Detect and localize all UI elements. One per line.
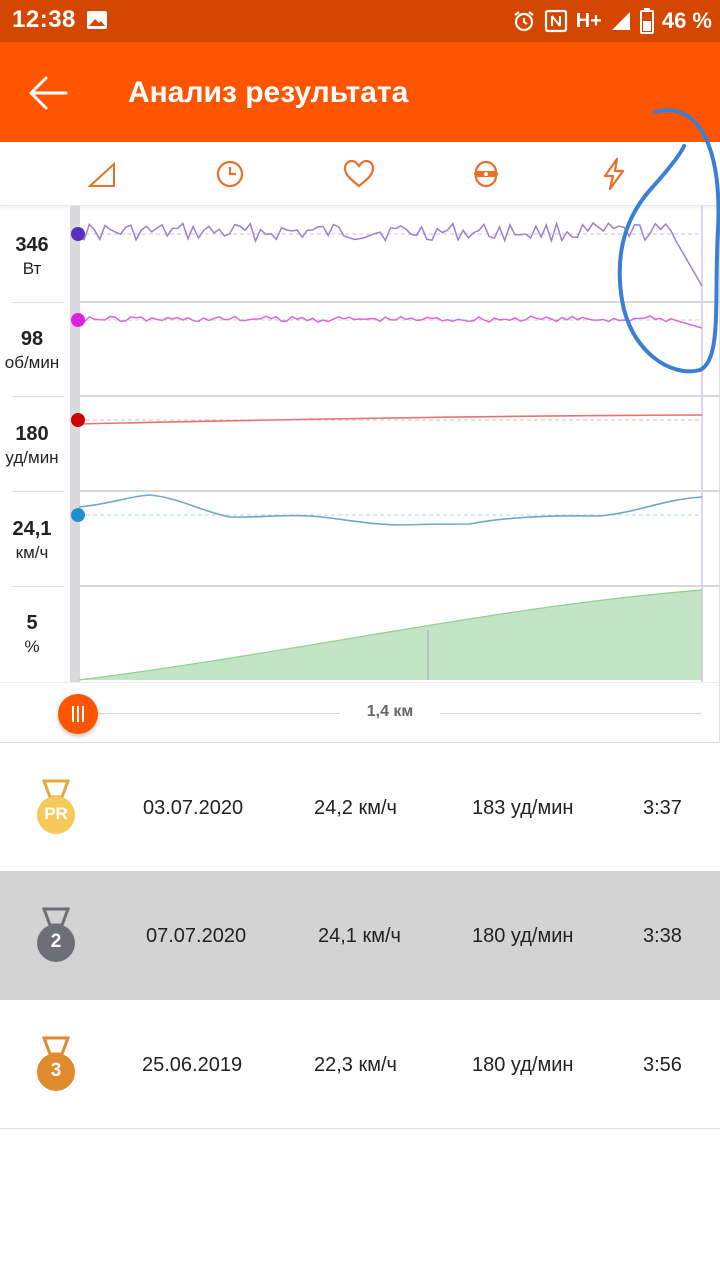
result-date: 03.07.2020 [143,797,244,819]
cadence-icon[interactable] [468,156,504,192]
range-left-band [70,206,80,682]
chart-canvas[interactable] [0,206,720,682]
result-date: 07.07.2020 [146,925,247,947]
speed-marker-dot [71,508,85,522]
result-row-2[interactable]: 2 07.07.2020 24,1 км/ч 180 уд/мин 3:38 [0,871,720,1000]
analysis-chart[interactable]: 346 Вт 98 об/мин 180 уд/мин 24,1 км/ч 5% 1,4… [0,206,720,743]
medal-label: 3 [50,1060,62,1081]
status-time: 12:38 [12,6,76,33]
heart-icon[interactable] [341,156,377,192]
result-row-1[interactable]: PR 03.07.2020 24,2 км/ч 183 уд/мин 3:37 [0,743,720,872]
network-type: H+ [575,9,602,32]
battery-icon [639,8,654,34]
scrubber-handle[interactable] [58,694,98,734]
result-time: 3:37 [643,797,682,819]
lightning-icon[interactable] [596,156,632,192]
power-label: 346 Вт [15,234,49,278]
page-title: Анализ результата [128,76,409,109]
distance-label: 1,4 км [366,703,414,720]
result-time: 3:56 [643,1054,682,1076]
cadence-label: 98 об/мин [4,328,60,372]
result-heart-rate: 180 уд/мин [472,1054,574,1076]
result-speed: 24,1 км/ч [318,925,401,947]
result-heart-rate: 180 уд/мин [472,925,574,947]
speed-trace [78,494,703,526]
medal-label: 2 [50,931,62,952]
image-icon [87,11,107,29]
heart-rate-trace [78,414,703,425]
app-bar: Анализ результата [0,42,720,142]
power-marker-dot [71,227,85,241]
heart-rate-marker-dot [71,413,85,427]
gradient-triangle-icon[interactable] [84,156,120,192]
power-trace [78,221,703,287]
gradient-area-edge [78,589,703,681]
medal-silver-icon [37,907,75,962]
result-speed: 24,2 км/ч [314,797,397,819]
status-bar: 12:38 H+ 46 % [0,0,720,42]
result-time: 3:38 [643,925,682,947]
alarm-icon [514,11,534,32]
list-divider [0,1128,720,1129]
gradient-label: 5% [24,612,40,656]
medal-bronze-icon [37,1036,75,1091]
medal-label: PR [44,804,68,823]
battery-percent: 46 % [661,8,712,33]
signal-icon [611,12,630,30]
medal-pr-icon [37,779,75,834]
result-row-3[interactable]: 3 25.06.2019 22,3 км/ч 180 уд/мин 3:56 [0,1000,720,1129]
nfc-icon [544,9,567,33]
cadence-trace [78,315,703,329]
distance-scrubber[interactable]: 1,4 км [0,682,720,742]
result-heart-rate: 183 уд/мин [472,797,574,819]
clock-icon[interactable] [212,156,248,192]
metric-labels: 346 Вт 98 об/мин 180 уд/мин 24,1 км/ч 5% [0,206,70,682]
metric-tabs [0,142,720,206]
back-arrow-icon[interactable] [24,68,74,118]
result-speed: 22,3 км/ч [314,1054,397,1076]
cadence-marker-dot [71,313,85,327]
heart-rate-label: 180 уд/мин [5,423,59,467]
speed-label: 24,1 км/ч [12,518,52,562]
result-date: 25.06.2019 [142,1054,243,1076]
